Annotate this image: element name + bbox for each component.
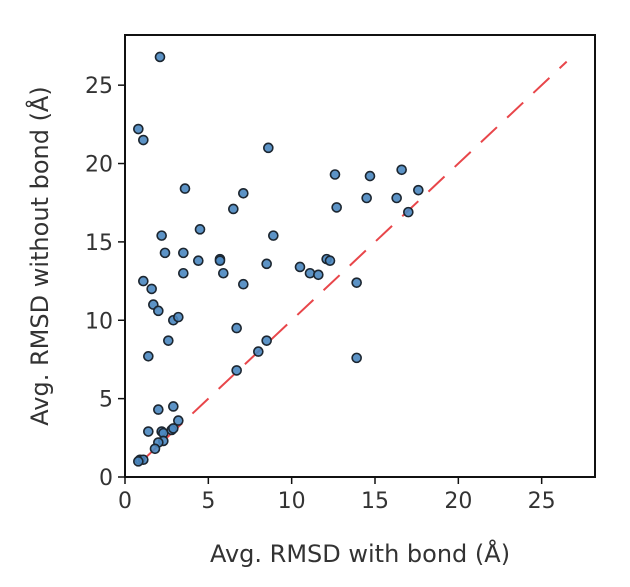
data-point (138, 275, 149, 287)
data-point (143, 426, 154, 437)
data-point (193, 255, 204, 267)
data-points (133, 51, 424, 467)
data-point (153, 404, 164, 415)
data-point (261, 335, 272, 346)
data-point (361, 192, 372, 204)
data-point (329, 169, 341, 180)
data-point (364, 170, 376, 182)
data-point (351, 352, 362, 364)
data-point (391, 192, 402, 204)
data-point (143, 351, 154, 362)
data-point (194, 224, 206, 235)
data-point (179, 183, 191, 194)
data-point (294, 261, 306, 273)
x-tick-label: 10 (278, 489, 306, 514)
data-point (146, 283, 157, 295)
data-point (168, 401, 179, 412)
data-point (231, 365, 242, 376)
data-point (351, 277, 362, 288)
data-point (159, 247, 171, 259)
data-point (149, 443, 161, 455)
data-point (178, 247, 189, 259)
data-point (168, 423, 179, 434)
data-point (238, 188, 249, 199)
data-point (138, 134, 149, 146)
y-axis-label: Avg. RMSD without bond (Å) (25, 86, 54, 425)
x-tick-label: 0 (118, 489, 132, 514)
data-point (313, 269, 324, 281)
x-tick-label: 25 (528, 489, 556, 514)
y-tick-label: 25 (85, 74, 113, 99)
data-point (396, 164, 407, 176)
data-point (153, 305, 164, 317)
y-tick-label: 15 (85, 231, 113, 256)
data-point (228, 203, 239, 215)
data-point (173, 311, 184, 323)
y-tick-label: 5 (99, 388, 113, 413)
x-tick-label: 5 (201, 489, 215, 514)
y-tick-label: 10 (85, 309, 113, 334)
data-point (403, 206, 414, 218)
data-point (231, 322, 242, 334)
x-tick-label: 15 (361, 489, 389, 514)
data-point (156, 230, 167, 241)
data-point (331, 202, 342, 213)
y-tick-label: 20 (85, 153, 113, 178)
y-tick-label: 0 (99, 466, 113, 491)
data-point (253, 346, 264, 357)
data-point (218, 267, 229, 279)
data-point (238, 278, 249, 290)
x-tick-label: 20 (444, 489, 472, 514)
data-point (268, 230, 279, 241)
axis-ticks: 0 5 10 15 20 25 0 5 10 15 20 25 (85, 74, 556, 514)
identity-reference-line (139, 60, 568, 464)
data-point (133, 123, 144, 135)
data-point (178, 267, 189, 279)
data-point (163, 335, 174, 346)
data-point (261, 258, 272, 270)
data-point (214, 255, 226, 267)
data-point (304, 267, 316, 279)
data-point (263, 142, 274, 154)
data-point (413, 184, 424, 196)
data-point (324, 255, 336, 267)
plot-frame (124, 34, 596, 478)
data-point (133, 456, 144, 467)
x-axis-label: Avg. RMSD with bond (Å) (210, 539, 510, 568)
data-point (173, 415, 184, 426)
data-point (154, 51, 166, 63)
